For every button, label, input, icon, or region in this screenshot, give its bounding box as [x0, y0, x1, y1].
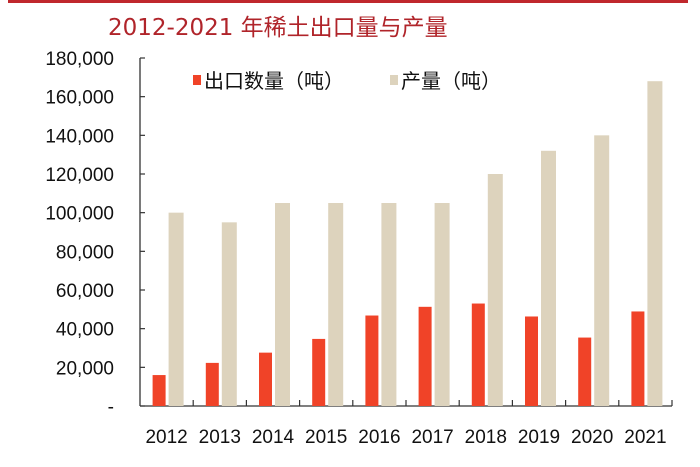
legend-swatch: [390, 75, 398, 85]
bar-export-2017: [418, 306, 432, 406]
bar-production-2020: [594, 135, 610, 407]
bar-production-2012: [168, 212, 184, 406]
bar-export-2018: [471, 303, 485, 406]
legend-label: 出口数量（吨）: [204, 69, 344, 93]
y-tick-label: 60,000: [56, 281, 114, 302]
y-tick-label: 100,000: [45, 204, 114, 225]
x-tick-label: 2019: [518, 427, 560, 448]
y-tick-label: 120,000: [45, 165, 114, 186]
y-tick-label: 140,000: [45, 126, 114, 147]
bar-export-2014: [259, 352, 272, 406]
bar-export-2016: [365, 315, 379, 406]
bar-production-2019: [541, 150, 556, 406]
x-tick-label: 2014: [252, 427, 295, 448]
bar-production-2016: [381, 203, 397, 406]
bar-production-2017: [434, 203, 450, 406]
legend-swatch: [193, 75, 201, 85]
x-tick-label: 2013: [199, 427, 241, 448]
y-tick-label: -: [108, 397, 114, 418]
y-tick-label: 160,000: [45, 88, 114, 109]
y-tick-label: 20,000: [56, 358, 114, 379]
x-tick-label: 2018: [465, 427, 507, 448]
y-tick-label: 40,000: [56, 320, 114, 341]
bar-export-2013: [205, 362, 219, 406]
x-tick-label: 2012: [145, 427, 187, 448]
x-tick-label: 2021: [624, 427, 666, 448]
bar-production-2013: [221, 222, 237, 406]
bar-production-2021: [647, 81, 663, 406]
y-tick-label: 180,000: [45, 49, 114, 70]
bar-export-2019: [525, 316, 538, 406]
bar-production-2015: [328, 203, 344, 406]
top-rule: [8, 0, 688, 3]
chart-title: 2012-2021 年稀土出口量与产量: [108, 15, 448, 41]
x-tick-label: 2015: [305, 427, 347, 448]
bar-production-2018: [487, 174, 503, 406]
bar-production-2014: [275, 203, 290, 406]
bar-export-2012: [152, 375, 166, 406]
x-tick-label: 2017: [411, 427, 453, 448]
x-tick-label: 2016: [358, 427, 400, 448]
legend-label: 产量（吨）: [401, 69, 501, 93]
bar-export-2015: [312, 338, 326, 406]
bar-export-2021: [631, 311, 645, 406]
bar-export-2020: [578, 337, 592, 406]
x-tick-label: 2020: [571, 427, 613, 448]
y-tick-label: 80,000: [56, 242, 114, 263]
